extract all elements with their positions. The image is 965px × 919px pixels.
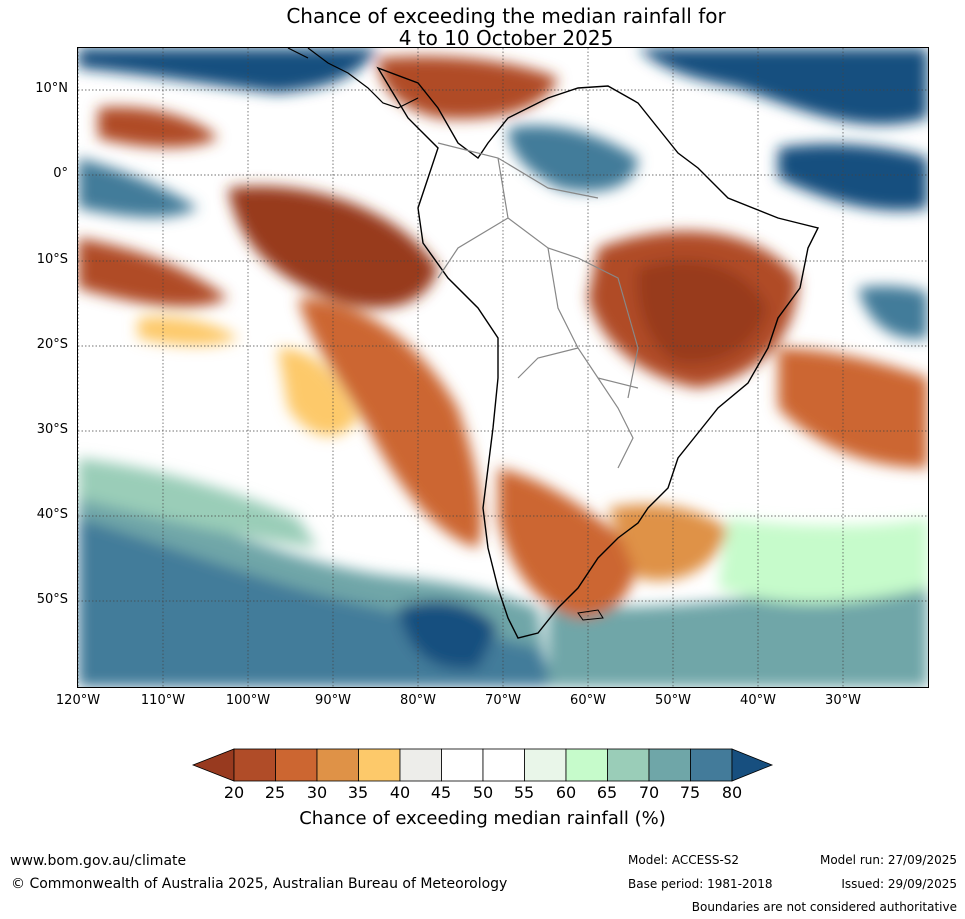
low-chance-argentina bbox=[498, 468, 638, 618]
lat-label-40s: 40°S bbox=[36, 507, 68, 522]
south-america-coastline bbox=[376, 66, 820, 639]
map-title-line1: Chance of exceeding the median rainfall … bbox=[286, 4, 726, 28]
lon-label-50w: 50°W bbox=[655, 693, 691, 708]
low-chance-west-pacific bbox=[78, 238, 228, 307]
lon-label-90w: 90°W bbox=[315, 693, 351, 708]
footer-copyright: © Commonwealth of Australia 2025, Austra… bbox=[11, 876, 508, 892]
lon-label-110w: 110°W bbox=[140, 693, 186, 708]
map-title-line2: 4 to 10 October 2025 bbox=[398, 26, 614, 50]
colorbar-segment bbox=[233, 748, 276, 782]
colorbar-segment bbox=[524, 748, 567, 782]
lon-label-70w: 70°W bbox=[485, 693, 521, 708]
colorbar-tick: 40 bbox=[389, 783, 411, 802]
colorbar-segment bbox=[607, 748, 650, 782]
lat-label-0: 0° bbox=[53, 166, 68, 181]
footer-base-period: Base period: 1981-2018 bbox=[628, 877, 773, 891]
low-chance-caribbean bbox=[378, 56, 558, 119]
colorbar-segment bbox=[482, 748, 525, 782]
high-chance-se-atlantic bbox=[858, 285, 928, 339]
low-chance-brazil-core bbox=[637, 260, 768, 364]
rainfall-map bbox=[77, 47, 929, 688]
colorbar-segment bbox=[275, 748, 318, 782]
low-chance-tropical-pacific bbox=[98, 107, 218, 148]
lat-label-30s: 30°S bbox=[36, 422, 68, 437]
colorbar-tick: 20 bbox=[223, 783, 245, 802]
dark-blue-patagonia bbox=[398, 600, 498, 669]
lon-label-30w: 30°W bbox=[825, 693, 861, 708]
lat-label-10n: 10°N bbox=[35, 81, 68, 96]
colorbar-arrow-high bbox=[731, 748, 774, 782]
central-america-coastline bbox=[287, 48, 419, 109]
green-east-band bbox=[718, 518, 928, 603]
lat-label-20s: 20°S bbox=[36, 337, 68, 352]
low-chance-chile-offshore bbox=[298, 298, 482, 548]
colorbar-segment bbox=[316, 748, 359, 782]
lat-label-50s: 50°S bbox=[36, 592, 68, 607]
colorbar-tick: 35 bbox=[347, 783, 369, 802]
national-borders bbox=[437, 142, 639, 469]
lon-label-100w: 100°W bbox=[225, 693, 271, 708]
colorbar-tick: 60 bbox=[555, 783, 577, 802]
colorbar-segment bbox=[358, 748, 401, 782]
footer-model: Model: ACCESS-S2 bbox=[628, 853, 740, 867]
footer-issued: Issued: 29/09/2025 bbox=[841, 877, 957, 891]
falkland-islands bbox=[577, 609, 604, 621]
high-chance-east-pacific bbox=[78, 158, 198, 218]
lon-label-40w: 40°W bbox=[740, 693, 776, 708]
footer-url: www.bom.gov.au/climate bbox=[10, 853, 187, 869]
lon-label-60w: 60°W bbox=[570, 693, 606, 708]
lon-label-120w: 120°W bbox=[55, 693, 101, 708]
colorbar-segment bbox=[648, 748, 691, 782]
high-chance-guiana bbox=[508, 125, 638, 192]
high-chance-north-atlantic bbox=[638, 48, 928, 125]
low-chance-east-atlantic bbox=[778, 348, 928, 468]
footer-disclaimer: Boundaries are not considered authoritat… bbox=[691, 900, 957, 914]
moderate-pacific bbox=[138, 316, 238, 346]
colorbar-tick: 65 bbox=[596, 783, 618, 802]
colorbar bbox=[192, 748, 774, 782]
colorbar-tick: 55 bbox=[513, 783, 535, 802]
lat-label-10s: 10°S bbox=[36, 252, 68, 267]
footer-model-run: Model run: 27/09/2025 bbox=[819, 853, 957, 867]
colorbar-segment bbox=[441, 748, 484, 782]
colorbar-tick: 75 bbox=[679, 783, 701, 802]
colorbar-tick: 50 bbox=[472, 783, 494, 802]
colorbar-label: Chance of exceeding median rainfall (%) bbox=[299, 808, 666, 829]
low-chance-east-pacific bbox=[228, 186, 438, 308]
colorbar-tick: 80 bbox=[721, 783, 743, 802]
colorbar-segment bbox=[399, 748, 442, 782]
colorbar-arrow-low bbox=[192, 748, 235, 782]
colorbar-tick: 30 bbox=[306, 783, 328, 802]
moderate-andes bbox=[278, 348, 358, 437]
green-west-band bbox=[78, 458, 318, 548]
colorbar-segment bbox=[565, 748, 608, 782]
colorbar-tick: 45 bbox=[430, 783, 452, 802]
lon-label-80w: 80°W bbox=[400, 693, 436, 708]
colorbar-tick: 25 bbox=[264, 783, 286, 802]
high-chance-north-pacific bbox=[78, 48, 378, 93]
graticule bbox=[78, 48, 928, 687]
high-chance-equatorial-atlantic bbox=[778, 143, 928, 211]
colorbar-segment bbox=[690, 748, 733, 782]
colorbar-tick: 70 bbox=[638, 783, 660, 802]
map-canvas bbox=[78, 48, 928, 687]
